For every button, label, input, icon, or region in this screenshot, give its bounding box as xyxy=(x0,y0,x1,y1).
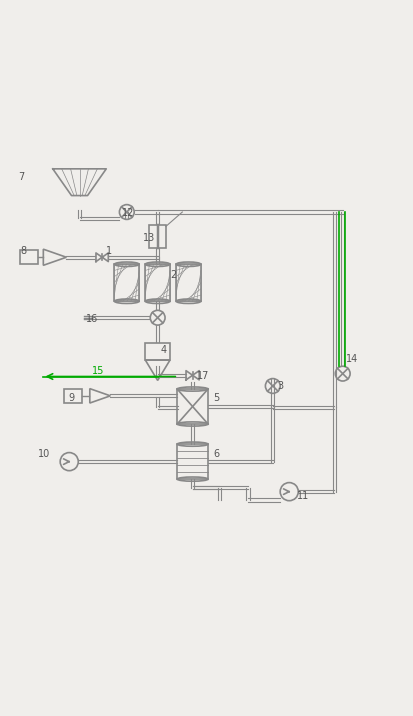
Text: 3: 3 xyxy=(277,381,283,391)
Text: 9: 9 xyxy=(68,393,74,403)
Text: 16: 16 xyxy=(85,314,98,324)
Text: 10: 10 xyxy=(38,449,50,459)
Text: 17: 17 xyxy=(196,372,209,382)
Text: 5: 5 xyxy=(213,393,219,403)
Text: 6: 6 xyxy=(213,449,219,459)
Text: 11: 11 xyxy=(296,490,308,500)
Text: 7: 7 xyxy=(18,173,24,183)
Text: 8: 8 xyxy=(20,246,26,256)
Text: 12: 12 xyxy=(121,208,133,218)
Text: 13: 13 xyxy=(143,233,155,243)
Text: 2: 2 xyxy=(170,270,176,280)
Text: 14: 14 xyxy=(345,354,357,364)
Text: 1: 1 xyxy=(106,246,112,256)
Text: 15: 15 xyxy=(92,366,104,376)
Text: 4: 4 xyxy=(160,344,166,354)
